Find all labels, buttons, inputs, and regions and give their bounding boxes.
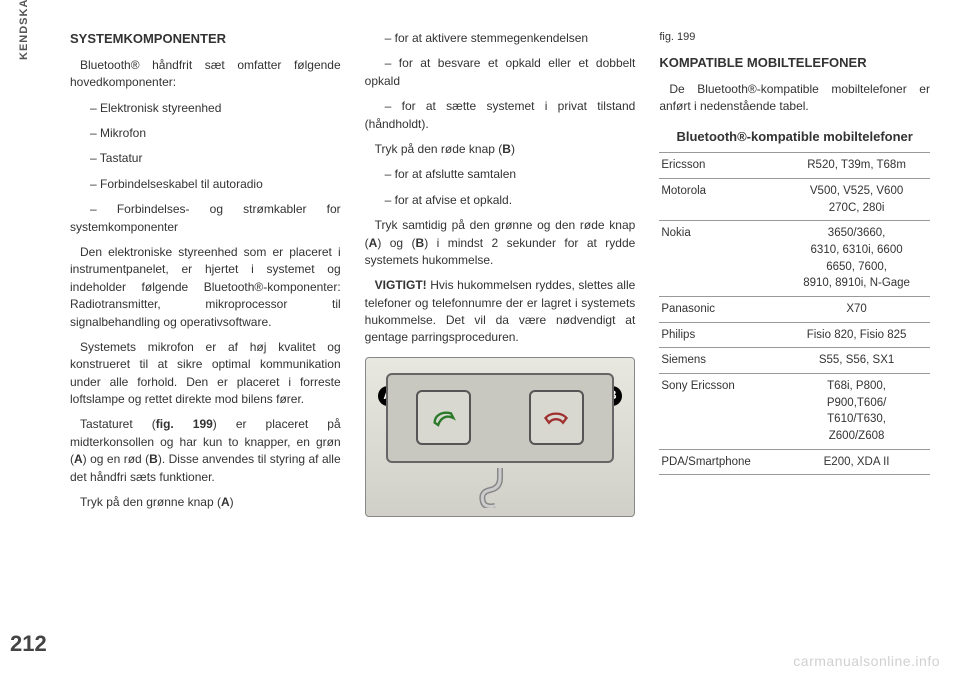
models-cell: V500, V525, V600 270C, 280i [783,179,930,221]
important-label: VIGTIGT! [375,278,427,292]
body-text: De Bluetooth®-kompatible mobiltelefoner … [659,81,930,116]
list-item: – Forbindelseskabel til autoradio [70,176,341,193]
body-text: Tastaturet (fig. 199) er placeret på mid… [70,416,341,486]
table-row: EricssonR520, T39m, T68m [659,153,930,179]
list-item: – for at afvise et opkald. [365,192,636,209]
label-b: B [502,142,511,156]
brand-cell: Motorola [659,179,783,221]
table-row: PanasonicX70 [659,297,930,323]
models-cell: S55, S56, SX1 [783,348,930,374]
body-text: Den elektroniske styreenhed som er place… [70,244,341,331]
text-run: ) og en rød ( [83,452,150,466]
label-b: B [416,236,425,250]
body-text: Systemets mikrofon er af høj kvalitet og… [70,339,341,409]
list-item: – Tastatur [70,150,341,167]
table-row: SiemensS55, S56, SX1 [659,348,930,374]
body-text: Tryk på den grønne knap (A) [70,494,341,511]
text-run: ) [230,495,234,509]
body-text: VIGTIGT! Hvis hukommelsen ryddes, slette… [365,277,636,347]
figure-199: A B [365,357,636,517]
body-text: Tryk på den røde knap (B) [365,141,636,158]
section-label: KENDSKAB TIL BILEN [18,0,30,60]
models-cell: E200, XDA II [783,449,930,475]
cable-icon [465,468,535,508]
label-a: A [74,452,83,466]
brand-cell: Philips [659,322,783,348]
text-run: Tastaturet ( [80,417,156,431]
list-item: – Forbindelses- og strømkabler for syste… [70,201,341,236]
models-cell: Fisio 820, Fisio 825 [783,322,930,348]
models-cell: X70 [783,297,930,323]
brand-cell: Panasonic [659,297,783,323]
manual-page: KENDSKAB TIL BILEN 212 SYSTEMKOMPONENTER… [0,0,960,677]
body-text: Bluetooth® håndfrit sæt omfatter følgend… [70,57,341,92]
page-number: 212 [10,631,47,657]
page-content: SYSTEMKOMPONENTER Bluetooth® håndfrit sæ… [70,30,930,657]
table-row: Sony EricssonT68i, P800, P900,T606/ T610… [659,374,930,450]
text-run: ) og ( [377,236,415,250]
list-item: – for at sætte systemet i privat tilstan… [365,98,636,133]
brand-cell: Siemens [659,348,783,374]
list-item: – for at afslutte samtalen [365,166,636,183]
heading-kompatible: KOMPATIBLE MOBILTELEFONER [659,54,930,73]
phone-pickup-icon [430,404,458,432]
figure-keypad [386,373,615,463]
phone-hangup-icon [542,404,570,432]
brand-cell: Sony Ericsson [659,374,783,450]
heading-systemkomponenter: SYSTEMKOMPONENTER [70,30,341,49]
brand-cell: Nokia [659,221,783,297]
watermark: carmanualsonline.info [793,653,940,669]
table-row: MotorolaV500, V525, V600 270C, 280i [659,179,930,221]
table-title: Bluetooth®-kompatible mobiltelefoner [659,128,930,147]
text-run: Tryk på den grønne knap ( [80,495,221,509]
models-cell: 3650/3660, 6310, 6310i, 6600 6650, 7600,… [783,221,930,297]
brand-cell: Ericsson [659,153,783,179]
list-item: – Elektronisk styreenhed [70,100,341,117]
fig-ref: fig. 199 [156,417,213,431]
sidebar: KENDSKAB TIL BILEN 212 [0,0,60,677]
models-cell: T68i, P800, P900,T606/ T610/T630, Z600/Z… [783,374,930,450]
body-text: Tryk samtidig på den grønne og den røde … [365,217,636,269]
table-row: Nokia3650/3660, 6310, 6310i, 6600 6650, … [659,221,930,297]
compat-table: EricssonR520, T39m, T68mMotorolaV500, V5… [659,152,930,475]
brand-cell: PDA/Smartphone [659,449,783,475]
figure-caption: fig. 199 [659,30,930,46]
list-item: – Mikrofon [70,125,341,142]
list-item: – for at besvare et opkald eller et dobb… [365,55,636,90]
text-run: Tryk på den røde knap ( [375,142,503,156]
text-run: ) [511,142,515,156]
models-cell: R520, T39m, T68m [783,153,930,179]
label-a: A [221,495,230,509]
table-row: PhilipsFisio 820, Fisio 825 [659,322,930,348]
list-item: – for at aktivere stemmegenkendelsen [365,30,636,47]
compat-table-block: Bluetooth®-kompatible mobiltelefoner Eri… [659,128,930,476]
table-row: PDA/SmartphoneE200, XDA II [659,449,930,475]
green-call-button-icon [416,390,471,445]
label-b: B [149,452,158,466]
red-hangup-button-icon [529,390,584,445]
